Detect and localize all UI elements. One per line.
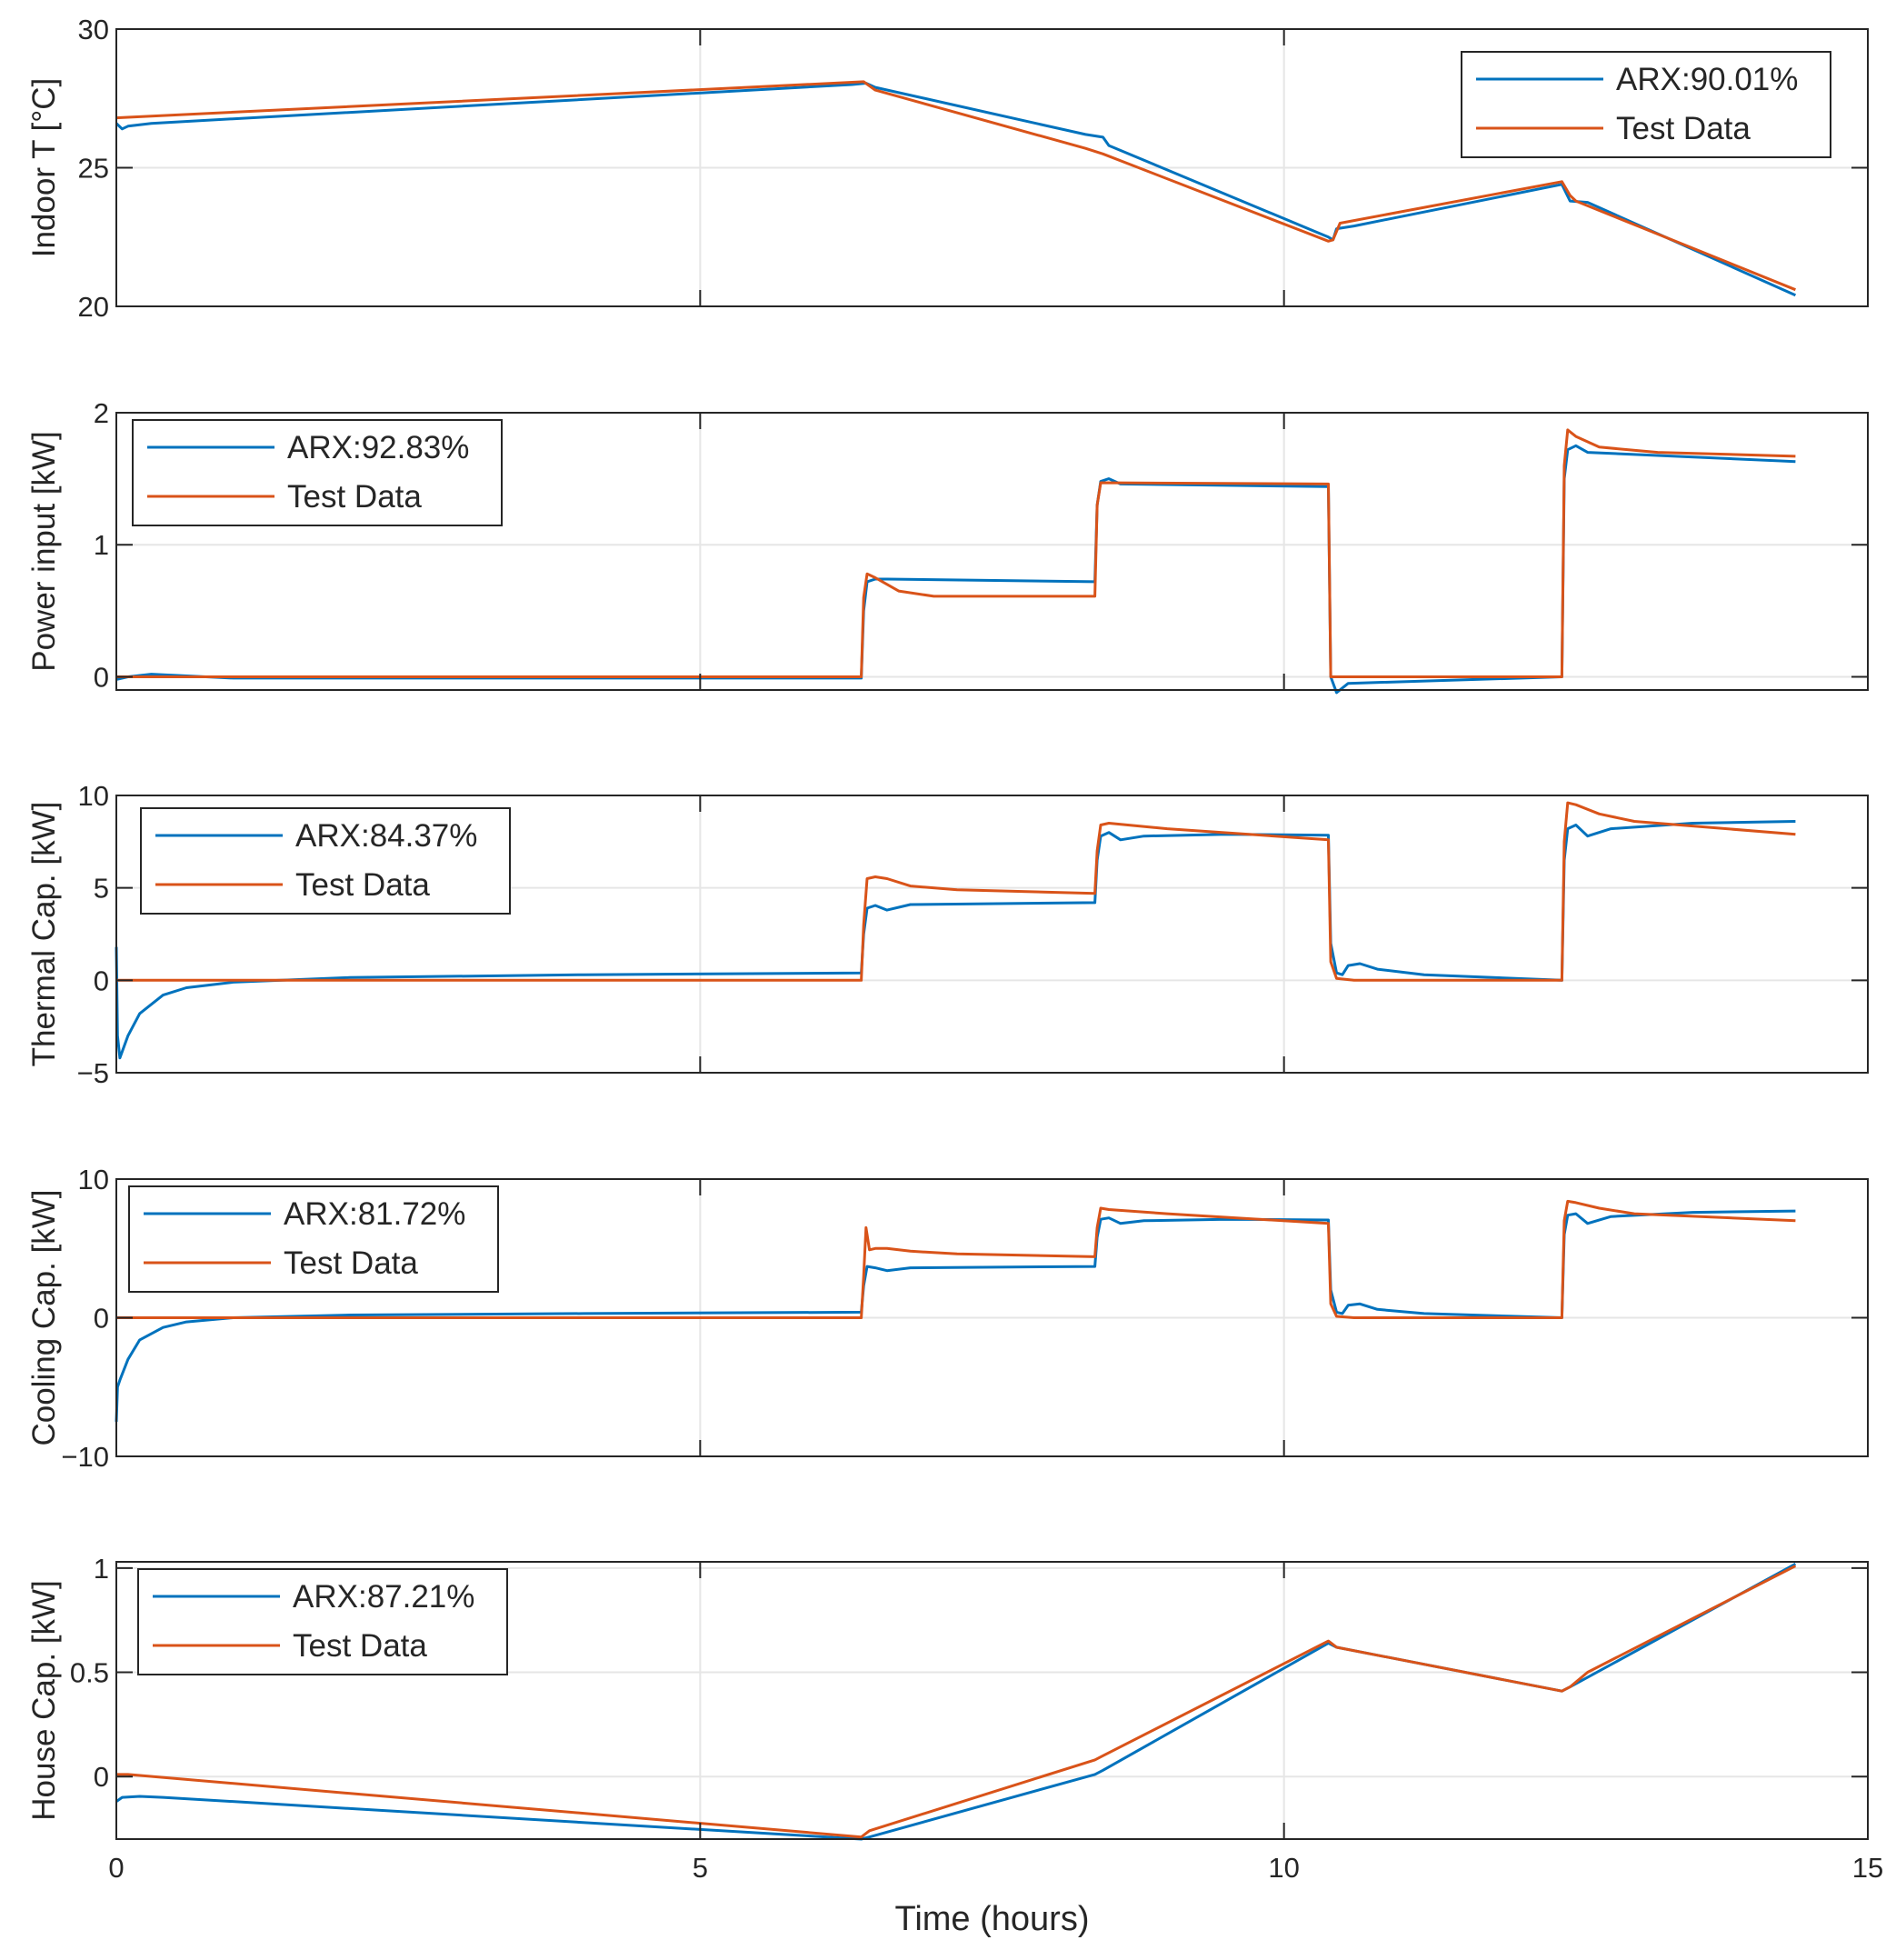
y-axis-label: House Cap. [kW] bbox=[26, 1580, 62, 1821]
y-tick-label: 1 bbox=[94, 1553, 109, 1585]
series-line-test-data bbox=[116, 1565, 1797, 1839]
axes-box bbox=[115, 795, 1869, 1074]
legend-entry: ARX:92.83% bbox=[287, 430, 469, 465]
series-line-test-data bbox=[115, 80, 1796, 292]
axes-box bbox=[115, 412, 1869, 691]
legend-box bbox=[128, 1185, 499, 1293]
series-line-test-data bbox=[116, 801, 1796, 982]
y-tick-label: 25 bbox=[78, 153, 109, 185]
legend-entry: Test Data bbox=[293, 1628, 427, 1664]
x-tick-label: 10 bbox=[1268, 1852, 1299, 1884]
subplot-2: 0 1 2 Power input [kW] ARX:92.83% Test Data bbox=[26, 397, 1869, 695]
series-line-test-data bbox=[116, 1199, 1796, 1319]
legend: ARX:87.21% Test Data bbox=[137, 1568, 508, 1675]
y-tick-label: 2 bbox=[94, 397, 109, 429]
legend-entry: Test Data bbox=[287, 479, 422, 515]
y-tick-label: −10 bbox=[61, 1441, 109, 1473]
y-tick-label: 30 bbox=[78, 14, 109, 45]
y-axis-label: Cooling Cap. [kW] bbox=[26, 1189, 62, 1445]
x-tick-label: 15 bbox=[1852, 1852, 1883, 1884]
y-tick-label: 10 bbox=[78, 780, 109, 812]
y-axis-label: Thermal Cap. [kW] bbox=[26, 802, 62, 1067]
axes-box bbox=[115, 1561, 1869, 1840]
subplot-1: 20 25 30 Indoor T [°C] ARX:90.01% Test Data bbox=[26, 14, 1869, 323]
legend-entry: ARX:90.01% bbox=[1616, 62, 1798, 97]
x-tick-label: 5 bbox=[693, 1852, 708, 1884]
x-tick-label: 0 bbox=[108, 1852, 124, 1884]
y-tick-label: 0.5 bbox=[70, 1657, 109, 1689]
legend-box bbox=[140, 807, 511, 915]
y-tick-label: 0 bbox=[94, 965, 109, 996]
legend-entry: Test Data bbox=[1616, 111, 1751, 146]
subplot-3: −5 0 5 10 Thermal Cap. [kW] ARX:84.37% Test Da… bbox=[26, 780, 1869, 1089]
series-line-test-data bbox=[116, 428, 1796, 678]
y-tick-label: 5 bbox=[94, 873, 109, 905]
y-tick-label: 10 bbox=[78, 1164, 109, 1195]
legend-entry: Test Data bbox=[295, 867, 430, 903]
y-axis-label: Indoor T [°C] bbox=[26, 78, 62, 258]
legend-entry: Test Data bbox=[284, 1245, 418, 1281]
subplot-4: −10 0 10 Cooling Cap. [kW] ARX:81.72% Test Da… bbox=[26, 1164, 1869, 1473]
legend-entry: ARX:84.37% bbox=[295, 818, 477, 854]
legend-entry: ARX:87.21% bbox=[293, 1579, 474, 1615]
legend-box bbox=[1461, 51, 1831, 158]
y-axis-label: Power input [kW] bbox=[26, 431, 62, 672]
y-tick-label: 1 bbox=[94, 529, 109, 561]
legend: ARX:81.72% Test Data bbox=[128, 1185, 499, 1293]
legend: ARX:90.01% Test Data bbox=[1461, 51, 1831, 158]
y-tick-label: 20 bbox=[78, 291, 109, 323]
series-line-arx bbox=[115, 82, 1797, 297]
legend-box bbox=[132, 419, 503, 526]
legend-box bbox=[137, 1568, 508, 1675]
legend: ARX:84.37% Test Data bbox=[140, 807, 511, 915]
y-tick-label: 0 bbox=[94, 1761, 109, 1793]
subplot-5: 0 5 10 15 Time (hours) 0 0.5 1 House Cap. [kW] AR… bbox=[26, 1553, 1883, 1938]
y-tick-label: 0 bbox=[94, 1303, 109, 1335]
y-tick-label: −5 bbox=[77, 1057, 109, 1089]
legend: ARX:92.83% Test Data bbox=[132, 419, 503, 526]
y-tick-label: 0 bbox=[94, 661, 109, 693]
x-axis-label: Time (hours) bbox=[895, 1900, 1090, 1938]
legend-entry: ARX:81.72% bbox=[284, 1196, 465, 1232]
